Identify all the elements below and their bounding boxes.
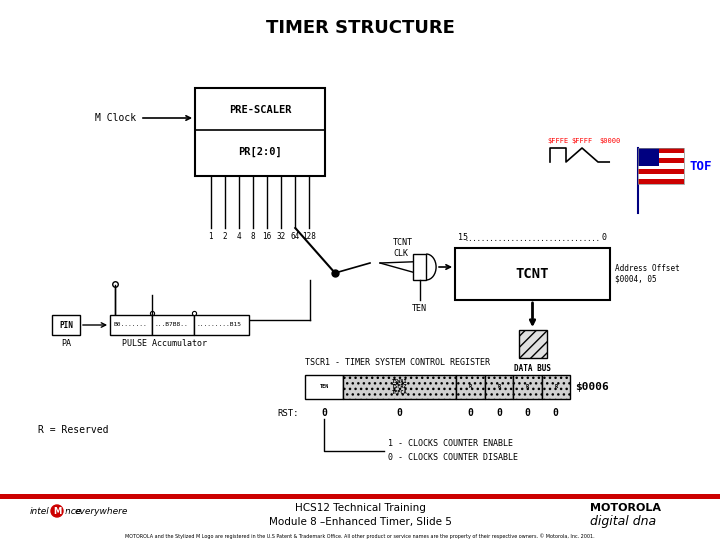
Text: PIN: PIN — [59, 321, 73, 329]
Text: 0: 0 — [468, 408, 474, 418]
Text: M Clock: M Clock — [95, 113, 136, 123]
Text: 1: 1 — [208, 232, 213, 241]
Bar — [305, 375, 343, 399]
Text: 2: 2 — [222, 232, 227, 241]
Text: 8: 8 — [251, 232, 256, 241]
Text: 0: 0 — [553, 408, 559, 418]
Bar — [194, 315, 249, 335]
Circle shape — [51, 505, 63, 517]
Text: R: R — [526, 384, 529, 389]
Text: digital dna: digital dna — [590, 516, 656, 529]
Bar — [638, 153, 684, 158]
Text: PULSE Accumulator: PULSE Accumulator — [122, 339, 207, 348]
Text: 4: 4 — [236, 232, 241, 241]
Bar — [638, 174, 684, 179]
Bar — [343, 375, 456, 399]
Text: RST:: RST: — [277, 408, 299, 417]
Text: 0: 0 — [524, 408, 531, 418]
Text: 32: 32 — [276, 232, 286, 241]
Bar — [52, 315, 80, 335]
Text: TCNT
CLK: TCNT CLK — [393, 238, 413, 258]
Bar — [638, 158, 684, 164]
Text: TSWAI
TSFRZ
TFFCA: TSWAI TSFRZ TFFCA — [392, 379, 408, 395]
Text: 0: 0 — [397, 408, 402, 418]
Text: R: R — [554, 384, 557, 389]
Text: 0: 0 — [602, 233, 607, 242]
Text: 0: 0 — [321, 408, 327, 418]
Bar — [638, 148, 659, 166]
Bar — [0, 494, 720, 499]
Text: TCNT: TCNT — [516, 267, 549, 281]
Bar — [195, 88, 325, 176]
Text: R = Reserved: R = Reserved — [38, 425, 109, 435]
Text: 1 - CLOCKS COUNTER ENABLE: 1 - CLOCKS COUNTER ENABLE — [388, 438, 513, 448]
Text: MOTOROLA: MOTOROLA — [590, 503, 661, 513]
Text: HCS12 Technical Training
Module 8 –Enhanced Timer, Slide 5: HCS12 Technical Training Module 8 –Enhan… — [269, 503, 451, 526]
Bar — [638, 168, 684, 174]
Bar — [110, 315, 152, 335]
Bar — [485, 375, 513, 399]
Bar — [638, 164, 684, 168]
Bar — [152, 315, 194, 335]
Text: PRE-SCALER: PRE-SCALER — [229, 105, 292, 115]
Bar — [518, 330, 546, 358]
Text: TIMER STRUCTURE: TIMER STRUCTURE — [266, 19, 454, 37]
Text: 16: 16 — [262, 232, 271, 241]
Text: B0.......: B0....... — [113, 322, 147, 327]
Text: $0000: $0000 — [599, 138, 621, 144]
Text: R: R — [498, 384, 500, 389]
Text: 64: 64 — [291, 232, 300, 241]
Text: $FFFF: $FFFF — [572, 138, 593, 144]
Bar — [638, 148, 684, 153]
Text: 15: 15 — [458, 233, 468, 242]
Text: R: R — [469, 384, 472, 389]
Text: TSCR1 - TIMER SYSTEM CONTROL REGISTER: TSCR1 - TIMER SYSTEM CONTROL REGISTER — [305, 358, 490, 367]
Text: everywhere: everywhere — [75, 507, 128, 516]
Text: DATA BUS: DATA BUS — [514, 364, 551, 373]
Text: MOTOROLA and the Stylized M Logo are registered in the U.S Patent & Trademark Of: MOTOROLA and the Stylized M Logo are reg… — [125, 533, 595, 539]
Text: $FFFE: $FFFE — [547, 138, 569, 144]
Bar — [638, 179, 684, 184]
Bar — [413, 254, 426, 280]
Bar — [513, 375, 541, 399]
Text: .........B15: .........B15 — [197, 322, 242, 327]
Bar — [455, 248, 610, 300]
Circle shape — [49, 503, 65, 519]
Text: 0 - CLOCKS COUNTER DISABLE: 0 - CLOCKS COUNTER DISABLE — [388, 453, 518, 462]
Text: TEN: TEN — [319, 384, 328, 389]
Bar — [541, 375, 570, 399]
Text: PA: PA — [61, 339, 71, 348]
Text: PR[2:0]: PR[2:0] — [238, 147, 282, 157]
Text: 0: 0 — [496, 408, 502, 418]
Text: $0006: $0006 — [575, 382, 608, 392]
Bar — [456, 375, 485, 399]
Text: ...B7B8..: ...B7B8.. — [155, 322, 189, 327]
Bar — [638, 148, 684, 184]
Text: 128: 128 — [302, 232, 316, 241]
Text: ................................: ................................ — [464, 236, 600, 242]
Text: Address Offset
$0004, 05: Address Offset $0004, 05 — [615, 264, 680, 284]
Text: TEN: TEN — [412, 304, 427, 313]
Text: M: M — [53, 507, 61, 516]
Text: intelligence: intelligence — [30, 507, 82, 516]
Text: TOF: TOF — [690, 159, 713, 172]
